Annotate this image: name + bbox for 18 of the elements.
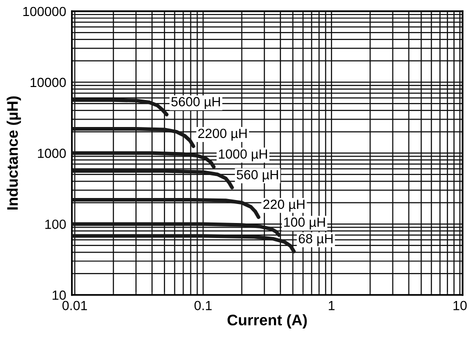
x-axis-title: Current (A) <box>228 314 307 328</box>
annotation: 2200 µH <box>198 128 247 141</box>
annotation: 5600 µH <box>171 97 220 109</box>
annotation: 560 µH <box>236 170 278 182</box>
annotation: 1000 µH <box>218 149 267 162</box>
y-tick-label: 1000 <box>38 148 66 158</box>
annotation: 100 µH <box>284 218 325 230</box>
x-tick-label: 0.1 <box>194 300 212 310</box>
x-tick-label: 0.01 <box>62 300 87 310</box>
y-tick-label: 100000 <box>23 6 66 16</box>
annotation: 220 µH <box>263 200 304 212</box>
annotation: 68 µH <box>298 234 333 246</box>
x-tick-label: 1 <box>328 301 335 310</box>
y-axis-title: Inductance (µH) <box>6 96 21 210</box>
x-tick-label: 10 <box>454 300 467 310</box>
y-tick-label: 10 <box>52 290 66 300</box>
y-tick-label: 10000 <box>30 78 66 88</box>
y-tick-label: 100 <box>45 220 66 229</box>
